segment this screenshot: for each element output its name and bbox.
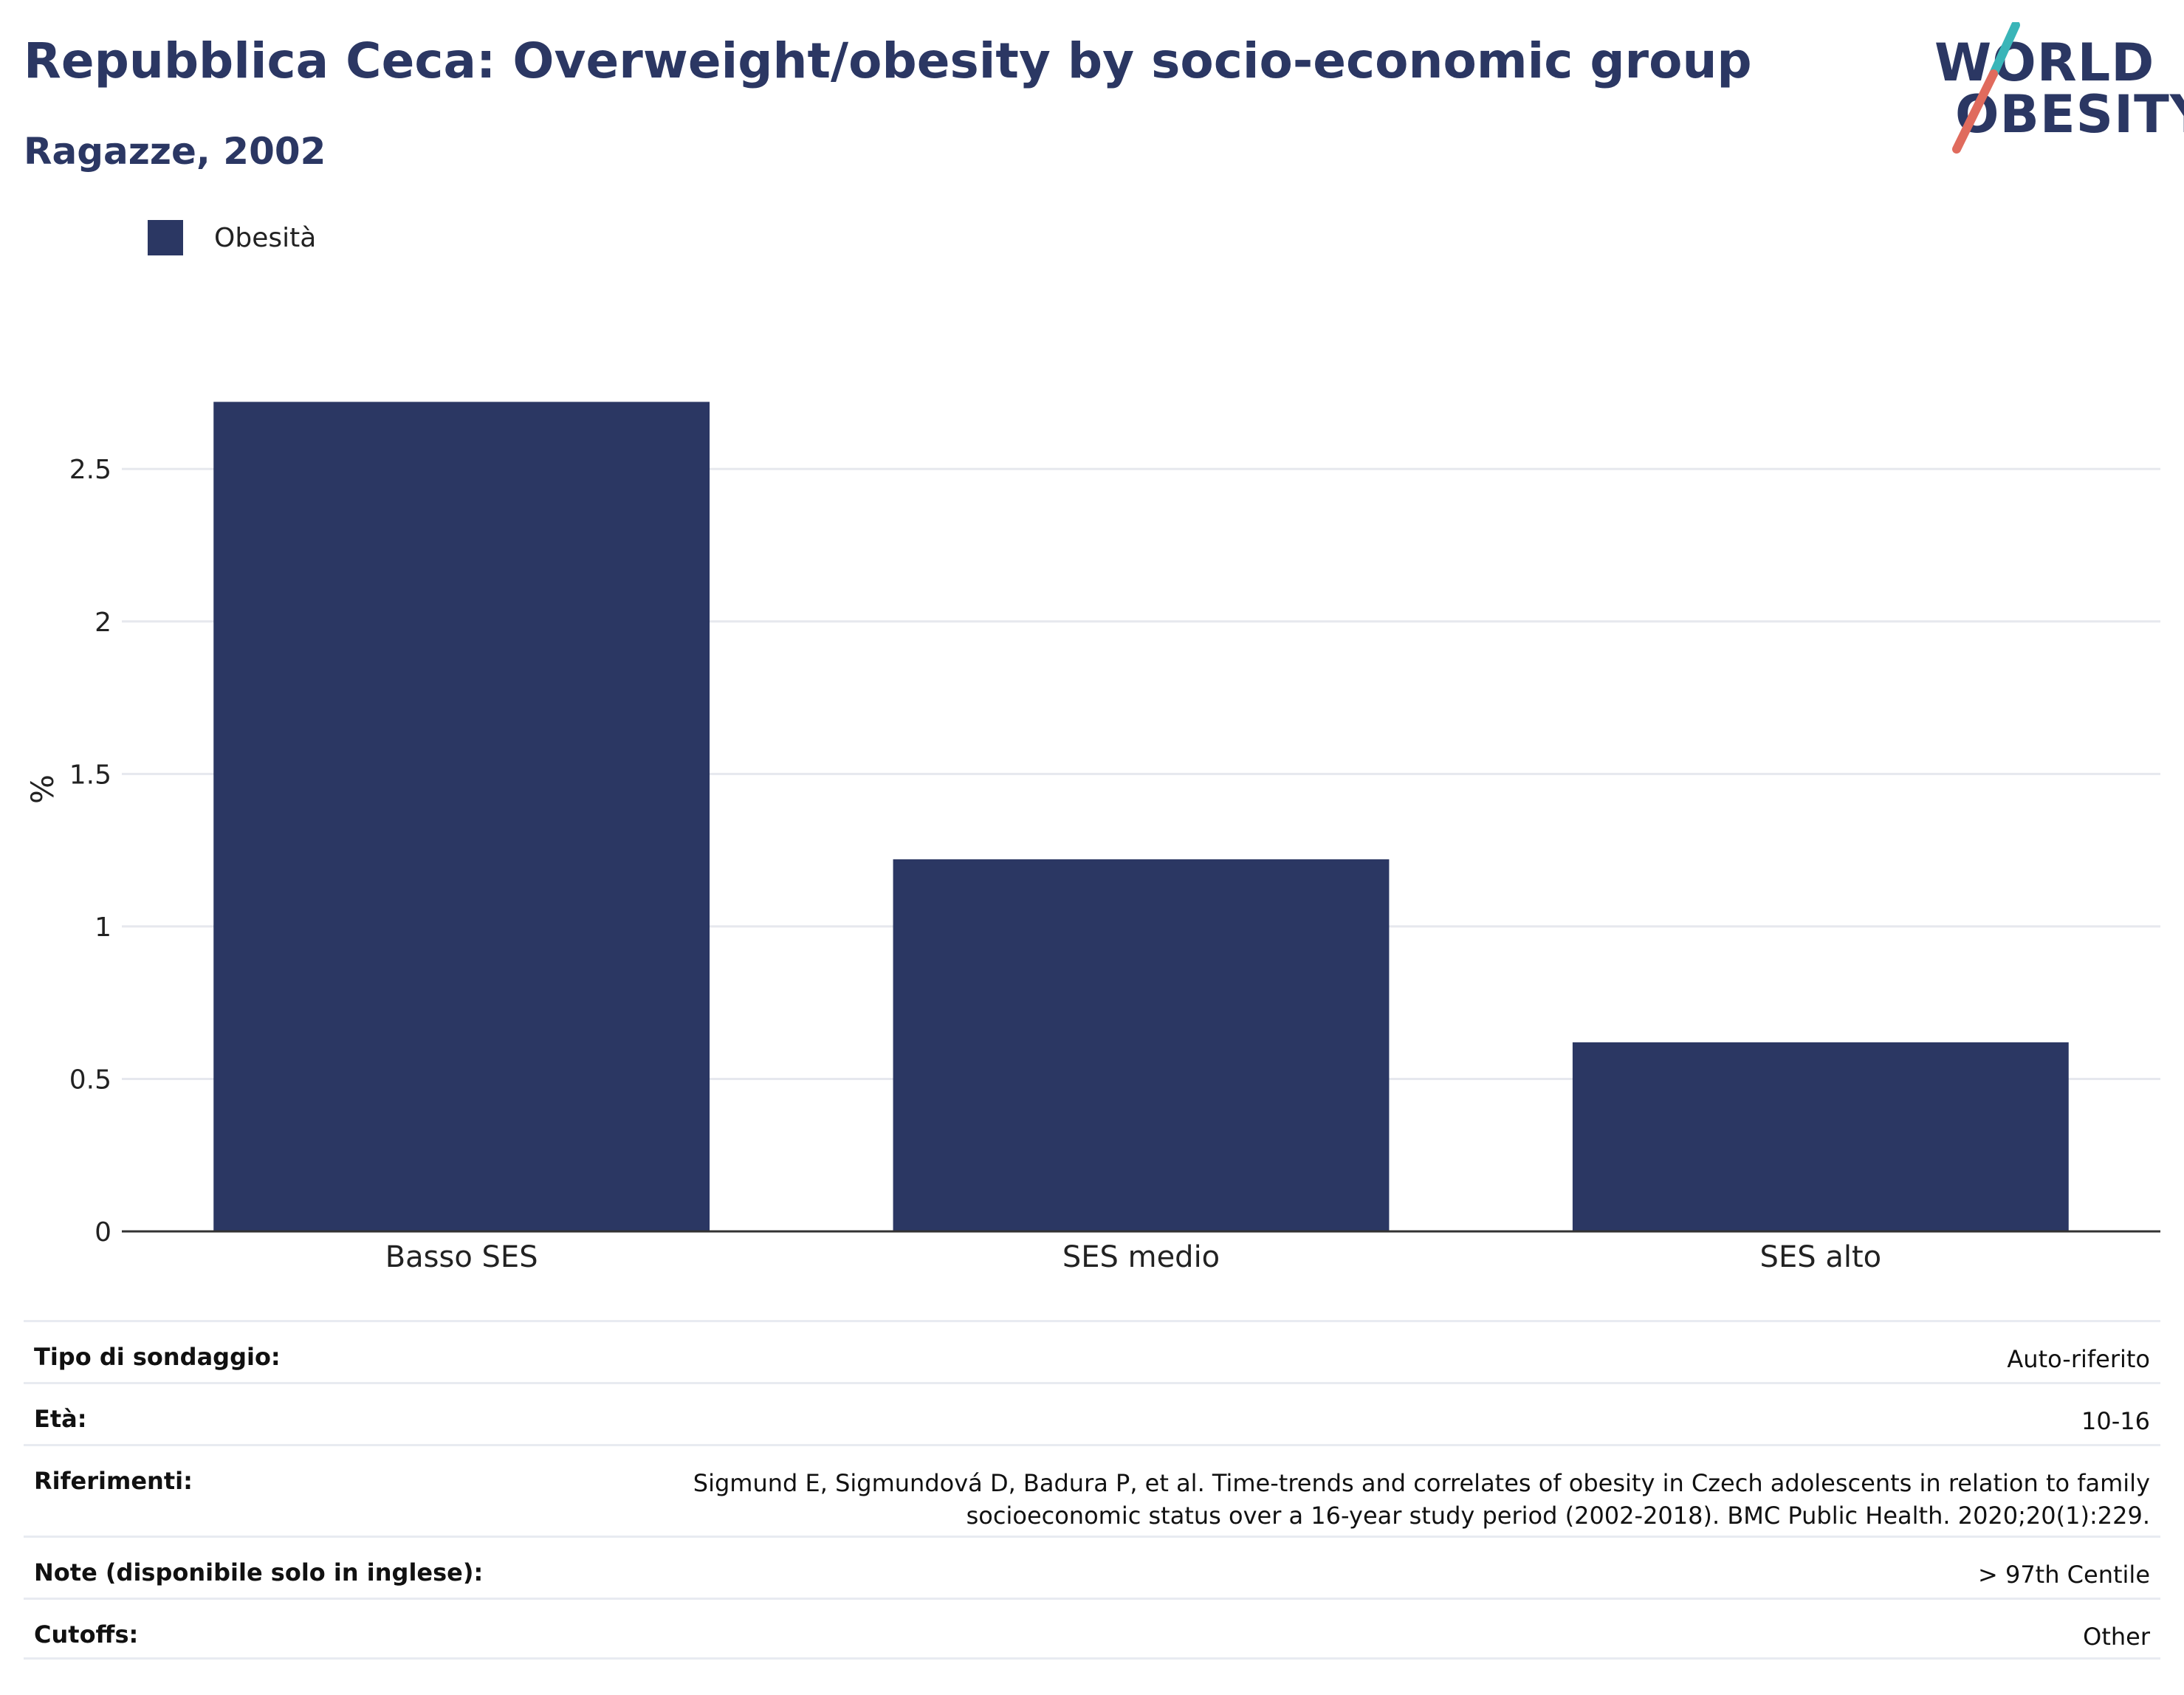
x-tick-label: Basso SES [385,1240,538,1274]
chart-title: Repubblica Ceca: Overweight/obesity by s… [24,32,1752,89]
logo-slash-icon [1952,22,2020,154]
y-tick-label: 2.5 [69,455,111,485]
y-tick-label: 1 [95,912,111,943]
info-key: Cutoffs: [34,1620,139,1648]
info-key: Riferimenti: [34,1467,193,1495]
info-value: Sigmund E, Sigmundová D, Badura P, et al… [693,1469,2150,1530]
logo-line-1: WORLD [1934,32,2155,93]
x-tick-label: SES medio [1062,1240,1220,1274]
logo-line-2: OBESITY [1955,84,2184,145]
info-value: 10-16 [2081,1407,2150,1435]
info-key: Tipo di sondaggio: [34,1343,281,1371]
legend-label: Obesità [214,222,317,253]
legend-swatch [148,220,183,255]
info-key: Note (disponibile solo in inglese): [34,1558,484,1586]
info-value: Other [2083,1623,2150,1651]
info-row: Note (disponibile solo in inglese): > 97t… [24,1536,2160,1598]
y-axis-label: % [24,774,61,804]
info-row: Età: 10-16 [24,1382,2160,1444]
info-row: Cutoffs: Other [24,1598,2160,1660]
bar-chart: 0 0.5 1 1.5 2 2.5 Basso SES SES medio SES alto% [24,402,2160,1274]
world-obesity-logo: WORLD OBESITY [1920,22,2184,155]
bar [213,402,710,1231]
bar [1572,1042,2069,1231]
info-value: > 97th Centile [1977,1561,2150,1589]
y-tick-label: 0.5 [69,1065,111,1095]
y-tick-label: 2 [95,608,111,638]
y-tick-label: 1.5 [69,760,111,790]
info-value: Auto-riferito [2007,1345,2150,1373]
info-row: Riferimenti: Sigmund E, Sigmundová D, Bad… [24,1444,2160,1536]
info-table: Tipo di sondaggio: Auto-riferito Età: 10-16… [24,1320,2160,1660]
bar [893,859,1390,1231]
info-row: Tipo di sondaggio: Auto-riferito [24,1320,2160,1382]
x-tick-label: SES alto [1760,1240,1882,1274]
chart-subtitle: Ragazze, 2002 [24,130,326,173]
y-tick-label: 0 [95,1217,111,1248]
legend: Obesità [148,220,316,255]
info-key: Età: [34,1405,87,1433]
